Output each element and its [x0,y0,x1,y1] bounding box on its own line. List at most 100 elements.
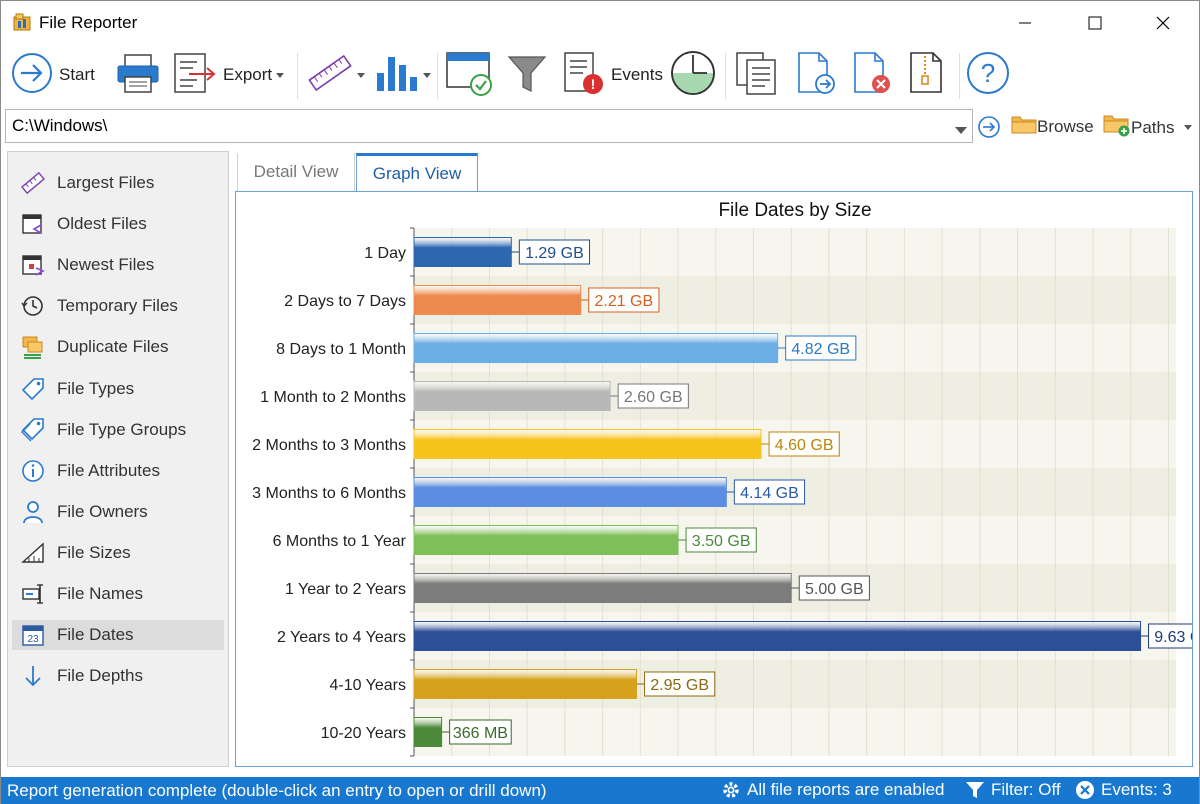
window-check-icon [445,49,495,102]
file-go-icon [793,50,839,101]
copy-button[interactable] [733,49,781,101]
svg-text:!: ! [591,76,596,92]
sidebar-item-label: File Dates [57,625,134,645]
value-label-box [768,431,840,457]
size-units-button[interactable] [307,49,365,101]
open-file-button[interactable] [793,49,839,101]
sidebar-item-file-sizes[interactable]: File Sizes [12,538,224,568]
bar [413,381,611,411]
bar [413,333,779,363]
maximize-button[interactable] [1061,1,1129,45]
value-label: 2.95 GB [650,677,709,694]
sidebar-item-label: File Attributes [57,460,160,480]
bar [413,237,512,267]
sidebar-item-file-types[interactable]: File Types [12,374,224,404]
sidebar-item-label: File Names [57,584,143,603]
category-label: 2 Months to 3 Months [252,437,406,454]
report-options-button[interactable] [445,49,495,101]
browse-label: Browse [1037,116,1094,136]
category-label: 1 Day [364,245,406,262]
value-label: 5.00 GB [805,581,864,598]
window-title: File Reporter [39,13,138,32]
bar [413,573,792,603]
copy-icon [733,50,781,101]
value-label-box [644,671,716,697]
browse-button[interactable]: Browse [1011,113,1094,140]
export-dropdown-icon [276,72,285,78]
sidebar-item-label: File Sizes [57,542,131,562]
value-label: 2.60 GB [624,389,683,406]
help-icon: ? [965,50,1011,101]
sidebar-item-file-owners[interactable]: File Owners [12,497,224,527]
value-label-box [449,719,512,745]
svg-text:?: ? [981,58,995,88]
history-button[interactable] [669,49,717,101]
bar-chart[interactable]: File Dates by Size 1 Day 1.29 GB 2 Days to … [236,192,1192,766]
path-bar: C:\Windows\ Browse Paths [1,107,1199,145]
sidebar-item-file-dates[interactable]: 23 File Dates [12,620,224,651]
chart-type-dropdown-icon [423,72,431,78]
category-label: 1 Month to 2 Months [260,389,406,406]
go-arrow-icon[interactable] [977,115,1001,144]
ruler-icon [20,170,46,196]
paths-button[interactable]: Paths [1103,113,1193,142]
sidebar-item-largest-files[interactable]: Largest Files [12,168,224,198]
status-bar: Report generation complete (double-click… [1,777,1199,804]
bar [413,669,638,699]
delete-file-button[interactable] [849,49,895,101]
category-label: 10-20 Years [321,725,406,742]
tab-detail-view[interactable]: Detail View [237,153,355,191]
start-button[interactable]: Start [11,49,95,101]
filter-button[interactable] [505,49,549,101]
bar [413,621,1142,651]
path-input[interactable]: C:\Windows\ [5,109,973,143]
reports-status-label: All file reports are enabled [747,780,945,799]
value-label: 2.21 GB [594,293,653,310]
value-label: 366 MB [453,725,508,742]
person-icon [20,499,46,525]
help-button[interactable]: ? [965,49,1011,101]
category-label: 1 Year to 2 Years [285,581,406,598]
zip-file-icon [905,50,949,101]
chart-type-button[interactable] [373,49,431,101]
paths-label: Paths [1131,117,1175,137]
sidebar-item-file-names[interactable]: File Names [12,579,224,609]
info-icon [20,458,46,484]
status-message: Report generation complete (double-click… [7,781,547,800]
print-button[interactable] [115,49,161,101]
sidebar-item-temporary-files[interactable]: Temporary Files [12,291,224,321]
category-label: 2 Years to 4 Years [277,629,406,646]
calendar-23-icon: 23 [20,622,46,648]
sidebar-item-label: Temporary Files [57,296,178,316]
sidebar-item-file-attributes[interactable]: File Attributes [12,456,224,486]
value-label-box [1148,623,1192,649]
calendar-oldest-icon [20,211,46,237]
events-log-icon: ! [561,50,605,101]
minimize-button[interactable] [991,1,1059,45]
value-label: 4.14 GB [740,485,799,502]
export-button[interactable]: Export [171,49,285,101]
graph-panel: File Dates by Size 1 Day 1.29 GB 2 Days to … [235,191,1193,767]
category-label: 3 Months to 6 Months [252,485,406,502]
sidebar-item-oldest-files[interactable]: Oldest Files [12,209,224,239]
sidebar-item-file-depths[interactable]: File Depths [12,661,224,691]
events-status[interactable]: Events: 3 [1075,780,1172,800]
close-button[interactable] [1129,1,1197,45]
filter-status[interactable]: Filter: Off [965,780,1061,800]
value-label-box [588,287,660,313]
sidebar-item-file-type-groups[interactable]: File Type Groups [12,415,224,445]
events-button[interactable]: ! Events [561,49,663,101]
title-bar: File Reporter [1,1,1199,45]
sidebar-item-label: File Depths [57,666,143,686]
sidebar-item-duplicate-files[interactable]: Duplicate Files [12,332,224,362]
export-icon [171,51,217,100]
sidebar-item-newest-files[interactable]: Newest Files [12,250,224,280]
bar [413,477,727,507]
rename-icon [20,581,46,607]
reports-status[interactable]: All file reports are enabled [721,780,945,800]
tab-graph-view[interactable]: Graph View [356,153,478,191]
zip-button[interactable] [905,49,949,101]
size-triangle-icon [20,540,46,566]
value-label-box [685,527,757,553]
path-dropdown-icon[interactable] [955,122,967,140]
